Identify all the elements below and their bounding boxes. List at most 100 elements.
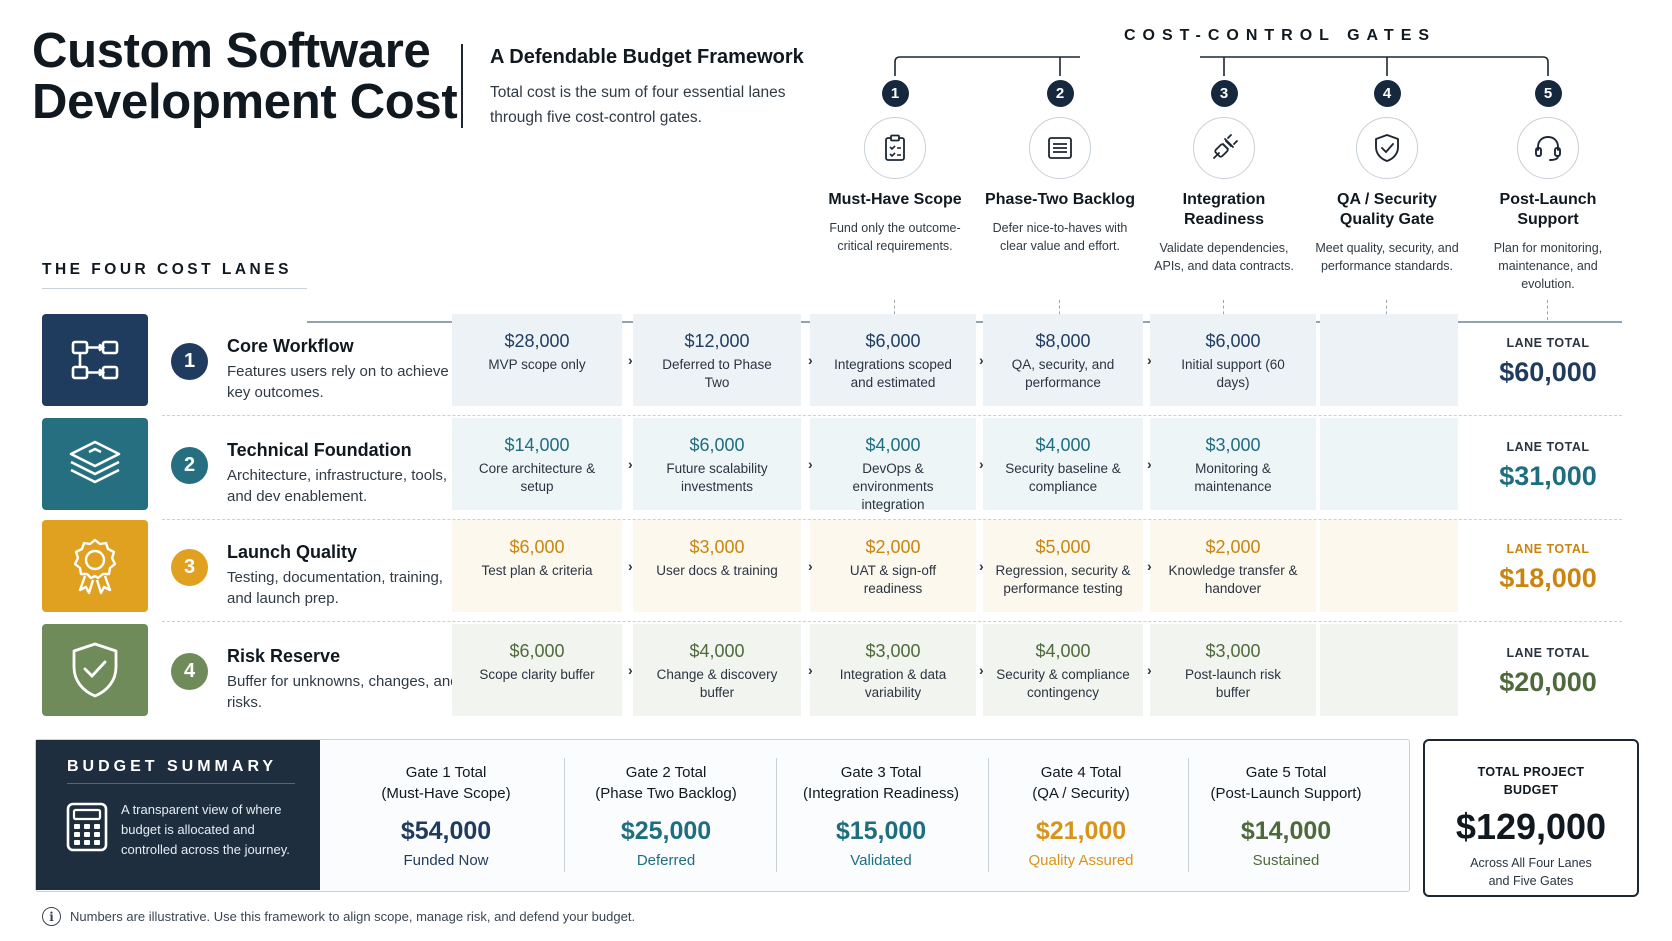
budget-summary-panel: BUDGET SUMMARY A transparent view of whe…	[36, 740, 320, 890]
lane-cell: $6,000 Integrations scoped and estimated	[810, 314, 976, 406]
calculator-icon	[66, 802, 108, 852]
lane-separator	[162, 415, 1622, 416]
page-title: Custom Software Development Cost	[32, 24, 458, 129]
lane-empty-cell	[1320, 314, 1458, 406]
lane-4: 4 Risk Reserve Buffer for unknowns, chan…	[42, 624, 1622, 716]
total-project-sub-line1: Across All Four Lanes	[1470, 856, 1592, 870]
cell-label: Post-launch risk buffer	[1184, 667, 1282, 700]
lane-total-label: LANE TOTAL	[1506, 646, 1590, 660]
cell-label: Security & compliance contingency	[996, 667, 1130, 700]
gate-total-separator	[988, 758, 989, 872]
footnote-text: Numbers are illustrative. Use this frame…	[70, 909, 636, 924]
lane-total-label: LANE TOTAL	[1506, 440, 1590, 454]
cell-label: DevOps & environments integration	[852, 461, 934, 512]
lane-total-value: $31,000	[1499, 461, 1597, 491]
gate-total-value: $14,000	[1240, 817, 1332, 845]
cell-amount: $4,000	[1035, 435, 1091, 455]
budget-summary-title: BUDGET SUMMARY	[67, 758, 278, 775]
cell-label: QA, security, and performance	[1011, 357, 1115, 390]
total-project-label-line1: TOTAL PROJECT	[1477, 765, 1585, 779]
lane-cell: $4,000 DevOps & environments integration	[810, 418, 976, 512]
lane-empty-cell	[1320, 520, 1458, 612]
lane-1: 1 Core Workflow Features users rely on t…	[42, 314, 1622, 416]
cell-amount: $6,000	[509, 537, 565, 557]
lane-empty-cell	[1320, 624, 1458, 716]
gate-total-status: Validated	[850, 852, 912, 869]
gate-total-value: $25,000	[620, 817, 712, 845]
title-line-1: Custom Software	[32, 24, 431, 78]
lane-cell: $6,000 Test plan & criteria	[452, 520, 622, 612]
gate-title: Must-Have Scope	[828, 191, 962, 208]
shield-check-icon	[42, 624, 148, 716]
gate-connector	[1223, 300, 1224, 320]
lane-total-value: $60,000	[1499, 357, 1597, 387]
cell-amount: $3,000	[1205, 435, 1261, 455]
chevron-right-icon: ›	[979, 456, 984, 472]
lane-total: LANE TOTAL $31,000	[1448, 440, 1648, 492]
cell-label: User docs & training	[656, 563, 778, 578]
gate-total-value: $21,000	[1035, 817, 1127, 845]
lane-cell: $5,000 Regression, security & performanc…	[983, 520, 1143, 612]
lane-cell: $3,000 Post-launch risk buffer	[1150, 624, 1316, 716]
chevron-right-icon: ›	[1147, 456, 1152, 472]
cell-label: MVP scope only	[488, 357, 586, 372]
subtitle-description: Total cost is the sum of four essential …	[490, 84, 786, 126]
layers-icon	[42, 418, 148, 510]
cell-amount: $8,000	[1035, 331, 1091, 351]
cell-amount: $28,000	[504, 331, 570, 351]
total-project-label-line2: BUDGET	[1503, 783, 1559, 797]
lane-cell: $12,000 Deferred to Phase Two	[633, 314, 801, 406]
lane-3: 3 Launch Quality Testing, documentation,…	[42, 520, 1622, 622]
cell-amount: $4,000	[865, 435, 921, 455]
lane-number-badge: 3	[171, 549, 208, 586]
lane-total: LANE TOTAL $60,000	[1448, 336, 1648, 388]
lane-total-value: $20,000	[1499, 667, 1597, 697]
lane-separator	[162, 519, 1622, 520]
cell-amount: $6,000	[865, 331, 921, 351]
cell-amount: $12,000	[684, 331, 750, 351]
lane-description: Testing, documentation, training, and la…	[227, 569, 443, 607]
gate-total-label: Gate 4 Total (QA / Security)	[1032, 764, 1130, 802]
lanes-heading: THE FOUR COST LANES	[42, 261, 292, 278]
gate-connector	[1059, 300, 1060, 320]
list-icon	[1029, 117, 1091, 179]
chevron-right-icon: ›	[628, 558, 633, 574]
chevron-right-icon: ›	[808, 558, 813, 574]
lane-description: Architecture, infrastructure, tools, and…	[227, 467, 448, 505]
chevron-right-icon: ›	[808, 662, 813, 678]
gate-total-status: Quality Assured	[1028, 852, 1134, 869]
cell-amount: $3,000	[1205, 641, 1261, 661]
total-project-label: TOTAL PROJECT BUDGET	[1425, 763, 1637, 799]
lane-total: LANE TOTAL $20,000	[1448, 646, 1648, 698]
lane-cell: $3,000 User docs & training	[633, 520, 801, 612]
gate-number-badge: 3	[1210, 80, 1238, 107]
lane-name: Technical Foundation	[227, 440, 412, 460]
lane-cell: $2,000 UAT & sign-off readiness	[810, 520, 976, 612]
cell-amount: $2,000	[1205, 537, 1261, 557]
lane-total-label: LANE TOTAL	[1506, 542, 1590, 556]
cell-label: Deferred to Phase Two	[662, 357, 772, 390]
cell-amount: $2,000	[865, 537, 921, 557]
budget-summary-divider	[67, 783, 295, 784]
cell-label: Scope clarity buffer	[479, 667, 595, 682]
cell-label: UAT & sign-off readiness	[849, 563, 937, 596]
lane-total: LANE TOTAL $18,000	[1448, 542, 1648, 594]
info-icon: i	[42, 907, 61, 926]
cell-label: Regression, security & performance testi…	[995, 563, 1131, 596]
gate-title: Phase-Two Backlog	[985, 191, 1135, 208]
gate-total-separator	[1188, 758, 1189, 872]
title-line-2: Development Cost	[32, 75, 458, 129]
gate-total-label: Gate 1 Total (Must-Have Scope)	[381, 764, 511, 802]
lane-cell: $14,000 Core architecture & setup	[452, 418, 622, 510]
chevron-right-icon: ›	[1147, 352, 1152, 368]
chevron-right-icon: ›	[628, 352, 633, 368]
cell-label: Knowledge transfer & handover	[1168, 563, 1298, 596]
chevron-right-icon: ›	[979, 352, 984, 368]
lane-name: Core Workflow	[227, 336, 354, 356]
chevron-right-icon: ›	[808, 456, 813, 472]
gate-5: 5 Post-Launch Support Plan for monitorin…	[1473, 80, 1623, 320]
footnote: i Numbers are illustrative. Use this fra…	[42, 907, 635, 926]
lane-number-badge: 1	[171, 343, 208, 380]
gate-3: 3 Integration Readiness Validate depende…	[1149, 80, 1299, 320]
gate-total-5: Gate 5 Total (Post-Launch Support) $14,00…	[1176, 762, 1396, 874]
